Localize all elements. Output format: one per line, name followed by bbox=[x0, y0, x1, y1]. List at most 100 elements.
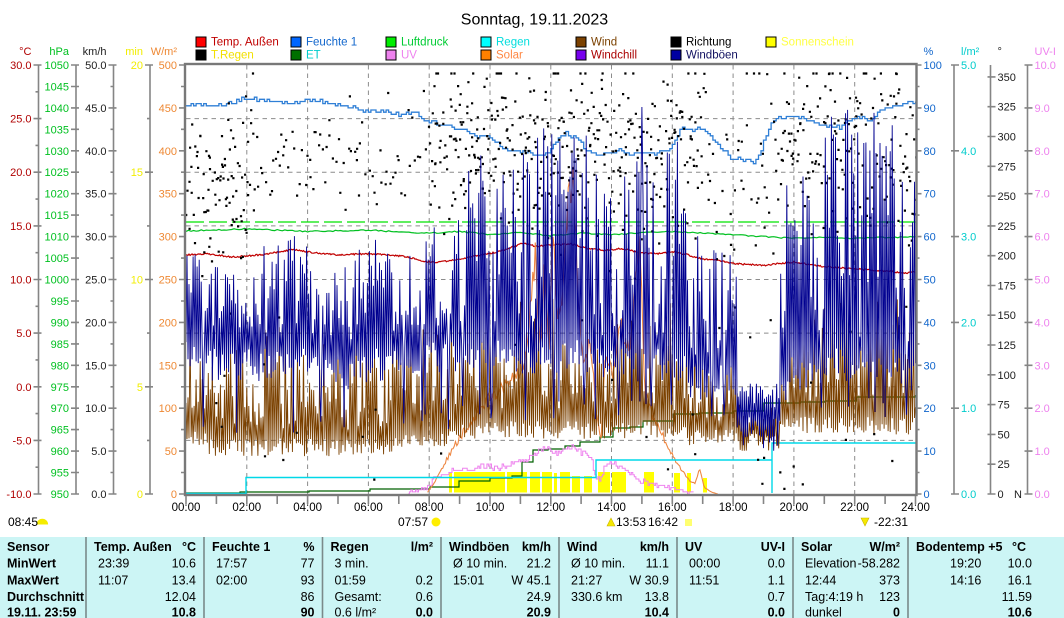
svg-text:30.0: 30.0 bbox=[85, 232, 106, 244]
svg-text:23:39: 23:39 bbox=[98, 557, 129, 571]
svg-text:Solar: Solar bbox=[801, 540, 832, 554]
svg-text:123: 123 bbox=[879, 590, 900, 604]
svg-text:200: 200 bbox=[159, 317, 177, 329]
svg-text:12:44: 12:44 bbox=[805, 574, 836, 588]
svg-text:5.0: 5.0 bbox=[16, 328, 31, 340]
svg-text:0: 0 bbox=[171, 489, 177, 501]
svg-text:11:51: 11:51 bbox=[689, 574, 719, 588]
svg-text:9.0: 9.0 bbox=[1035, 103, 1050, 115]
svg-text:00:00: 00:00 bbox=[689, 557, 720, 571]
svg-text:Feuchte 1: Feuchte 1 bbox=[306, 37, 357, 49]
svg-text:W/m²: W/m² bbox=[869, 540, 900, 554]
svg-text:150: 150 bbox=[998, 310, 1016, 322]
svg-text:80: 80 bbox=[924, 146, 936, 158]
svg-text:0.6 l/m²: 0.6 l/m² bbox=[335, 606, 377, 618]
svg-text:13.4: 13.4 bbox=[172, 574, 196, 588]
svg-text:12:00: 12:00 bbox=[536, 502, 565, 514]
svg-text:955: 955 bbox=[51, 468, 69, 480]
svg-text:75: 75 bbox=[998, 400, 1010, 412]
svg-text:%: % bbox=[303, 540, 314, 554]
svg-text:km/h: km/h bbox=[522, 540, 551, 554]
svg-text:02:00: 02:00 bbox=[232, 502, 261, 514]
svg-text:300: 300 bbox=[998, 132, 1016, 144]
svg-text:25.0: 25.0 bbox=[10, 114, 31, 126]
svg-text:16:00: 16:00 bbox=[658, 502, 687, 514]
svg-text:0.0: 0.0 bbox=[91, 489, 106, 501]
svg-text:Sonnenschein: Sonnenschein bbox=[781, 37, 854, 49]
svg-text:25: 25 bbox=[998, 459, 1010, 471]
svg-text:ET: ET bbox=[306, 50, 321, 62]
svg-text:dunkel: dunkel bbox=[805, 606, 842, 618]
svg-text:MaxWert: MaxWert bbox=[7, 574, 60, 588]
svg-text:86: 86 bbox=[301, 590, 315, 604]
svg-text:980: 980 bbox=[51, 360, 69, 372]
svg-text:1.0: 1.0 bbox=[961, 403, 976, 415]
svg-text:°C: °C bbox=[19, 46, 31, 58]
svg-text:km/h: km/h bbox=[640, 540, 669, 554]
svg-text:300: 300 bbox=[159, 232, 177, 244]
svg-text:0.7: 0.7 bbox=[768, 590, 785, 604]
svg-text:08:45: 08:45 bbox=[8, 515, 38, 529]
svg-text:20: 20 bbox=[131, 60, 143, 72]
svg-text:1010: 1010 bbox=[45, 232, 69, 244]
svg-text:1.0: 1.0 bbox=[1035, 446, 1050, 458]
svg-text:-5.0: -5.0 bbox=[13, 435, 32, 447]
svg-text:Sensor: Sensor bbox=[7, 540, 50, 554]
svg-text:08:00: 08:00 bbox=[415, 502, 444, 514]
svg-text:Elevation: Elevation bbox=[805, 557, 856, 571]
svg-text:13:53: 13:53 bbox=[616, 515, 646, 529]
svg-text:90: 90 bbox=[301, 606, 315, 618]
svg-text:20: 20 bbox=[924, 403, 936, 415]
svg-text:Wind: Wind bbox=[591, 37, 617, 49]
svg-text:T.Regen: T.Regen bbox=[211, 50, 254, 62]
svg-text:UV: UV bbox=[401, 50, 417, 62]
svg-text:150: 150 bbox=[159, 360, 177, 372]
svg-text:10.0: 10.0 bbox=[85, 403, 106, 415]
svg-text:1015: 1015 bbox=[45, 210, 69, 222]
svg-text:0: 0 bbox=[893, 606, 900, 618]
svg-text:1000: 1000 bbox=[45, 275, 69, 287]
svg-text:14:16: 14:16 bbox=[950, 574, 981, 588]
svg-text:960: 960 bbox=[51, 446, 69, 458]
svg-text:30.0: 30.0 bbox=[10, 60, 31, 72]
svg-text:77: 77 bbox=[301, 557, 315, 571]
svg-text:10:00: 10:00 bbox=[476, 502, 505, 514]
svg-text:175: 175 bbox=[998, 281, 1016, 293]
svg-text:965: 965 bbox=[51, 425, 69, 437]
svg-text:125: 125 bbox=[998, 340, 1016, 352]
svg-text:5: 5 bbox=[137, 382, 143, 394]
svg-text:21:27: 21:27 bbox=[571, 574, 602, 588]
svg-text:22:00: 22:00 bbox=[840, 502, 869, 514]
svg-text:275: 275 bbox=[998, 161, 1016, 173]
svg-text:17:57: 17:57 bbox=[216, 557, 247, 571]
svg-text:0.0: 0.0 bbox=[768, 606, 785, 618]
svg-text:0.0: 0.0 bbox=[961, 489, 976, 501]
svg-text:Regen: Regen bbox=[496, 37, 530, 49]
svg-text:50: 50 bbox=[998, 429, 1010, 441]
svg-text:250: 250 bbox=[159, 275, 177, 287]
svg-text:24:00: 24:00 bbox=[901, 502, 930, 514]
svg-text:15.0: 15.0 bbox=[85, 360, 106, 372]
svg-text:UV: UV bbox=[685, 540, 703, 554]
svg-text:hPa: hPa bbox=[49, 46, 69, 58]
svg-text:990: 990 bbox=[51, 317, 69, 329]
svg-text:250: 250 bbox=[998, 191, 1016, 203]
svg-text:min: min bbox=[125, 46, 143, 58]
svg-text:10: 10 bbox=[924, 446, 936, 458]
svg-text:%: % bbox=[924, 46, 934, 58]
svg-text:Ø 10 min.: Ø 10 min. bbox=[571, 557, 625, 571]
svg-text:50: 50 bbox=[165, 446, 177, 458]
svg-text:0.0: 0.0 bbox=[416, 606, 433, 618]
svg-text:Solar: Solar bbox=[496, 50, 523, 62]
svg-text:2.0: 2.0 bbox=[1035, 403, 1050, 415]
svg-text:1020: 1020 bbox=[45, 189, 69, 201]
svg-text:Temp. Außen: Temp. Außen bbox=[211, 37, 279, 49]
svg-text:0.0: 0.0 bbox=[1035, 489, 1050, 501]
svg-text:Temp. Außen: Temp. Außen bbox=[94, 540, 172, 554]
svg-text:Gesamt:: Gesamt: bbox=[335, 590, 382, 604]
svg-text:18:00: 18:00 bbox=[719, 502, 748, 514]
svg-text:0.0: 0.0 bbox=[16, 382, 31, 394]
svg-text:950: 950 bbox=[51, 489, 69, 501]
svg-text:5.0: 5.0 bbox=[961, 60, 976, 72]
svg-text:970: 970 bbox=[51, 403, 69, 415]
